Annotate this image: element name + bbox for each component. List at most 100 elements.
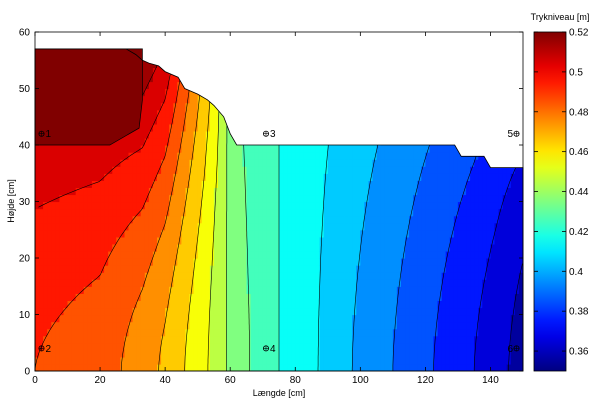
field-cell xyxy=(55,279,60,287)
field-cell xyxy=(340,293,345,301)
field-cell xyxy=(299,279,304,287)
field-cell xyxy=(279,342,284,351)
field-cell xyxy=(392,243,398,252)
field-cell xyxy=(177,187,182,196)
field-cell xyxy=(433,307,439,316)
field-cell xyxy=(344,222,349,231)
field-cell xyxy=(67,236,73,245)
field-cell xyxy=(230,293,235,301)
field-cell xyxy=(405,272,410,280)
field-cell xyxy=(429,180,435,188)
field-cell xyxy=(59,159,65,167)
field-cell xyxy=(234,215,239,224)
field-cell xyxy=(193,229,199,238)
field-cell xyxy=(453,300,459,309)
field-cell xyxy=(136,159,142,167)
field-cell xyxy=(433,215,439,224)
field-cell xyxy=(413,194,418,203)
field-cell xyxy=(315,166,321,174)
field-cell xyxy=(108,342,113,351)
field-cell xyxy=(165,286,170,294)
field-cell xyxy=(234,145,239,153)
field-cell xyxy=(39,300,44,309)
field-cell xyxy=(152,307,158,316)
field-cell xyxy=(246,201,252,210)
field-cell xyxy=(372,314,378,323)
field-cell xyxy=(189,349,195,358)
field-cell xyxy=(242,159,248,167)
field-cell xyxy=(433,201,439,210)
field-cell xyxy=(177,265,182,273)
field-cell xyxy=(356,208,361,217)
field-cell xyxy=(213,314,219,323)
field-cell xyxy=(360,300,365,309)
field-cell xyxy=(299,272,304,280)
field-cell xyxy=(67,286,73,294)
field-cell xyxy=(356,314,361,323)
field-cell xyxy=(352,293,357,301)
field-cell xyxy=(140,137,146,146)
field-cell xyxy=(348,363,353,372)
field-cell xyxy=(262,314,268,323)
field-cell xyxy=(425,258,431,266)
field-cell xyxy=(307,363,313,372)
field-cell xyxy=(380,300,386,309)
field-cell xyxy=(116,208,121,217)
field-cell xyxy=(205,222,211,231)
field-cell xyxy=(140,286,146,294)
field-cell xyxy=(234,265,239,273)
field-cell xyxy=(197,363,203,372)
field-cell xyxy=(405,187,410,196)
field-cell xyxy=(441,180,447,188)
field-cell xyxy=(437,243,443,252)
field-cell xyxy=(319,272,325,280)
field-cell xyxy=(372,145,378,153)
field-cell xyxy=(234,349,239,358)
field-cell xyxy=(144,328,150,337)
field-cell xyxy=(169,300,174,309)
field-cell xyxy=(193,215,199,224)
field-cell xyxy=(401,328,406,337)
field-cell xyxy=(128,145,134,153)
field-cell xyxy=(185,166,191,174)
field-cell xyxy=(189,335,195,344)
field-cell xyxy=(181,201,187,210)
field-cell xyxy=(283,236,288,245)
field-cell xyxy=(157,187,162,196)
field-cell xyxy=(331,180,337,188)
field-cell xyxy=(177,215,182,224)
field-cell xyxy=(181,349,187,358)
field-cell xyxy=(437,272,443,280)
field-cell xyxy=(405,215,410,224)
field-cell xyxy=(128,229,134,238)
field-cell xyxy=(413,335,418,344)
field-cell xyxy=(441,194,447,203)
field-cell xyxy=(185,88,191,97)
field-cell xyxy=(47,236,52,245)
field-cell xyxy=(116,187,121,196)
field-cell xyxy=(291,328,296,337)
field-cell xyxy=(344,173,349,181)
field-cell xyxy=(364,250,370,259)
field-cell xyxy=(79,236,85,245)
field-cell xyxy=(384,335,390,344)
field-cell xyxy=(205,166,211,174)
field-cell xyxy=(173,243,178,252)
field-cell xyxy=(144,307,150,316)
field-cell xyxy=(169,243,174,252)
field-cell xyxy=(136,229,142,238)
field-cell xyxy=(55,321,60,330)
field-cell xyxy=(234,208,239,217)
field-cell xyxy=(116,229,121,238)
field-cell xyxy=(161,363,166,372)
field-cell xyxy=(425,243,431,252)
field-cell xyxy=(136,250,142,259)
field-cell xyxy=(449,180,455,188)
field-cell xyxy=(234,152,239,160)
field-cell xyxy=(189,215,195,224)
field-cell xyxy=(128,159,134,167)
field-cell xyxy=(55,222,60,231)
field-cell xyxy=(205,321,211,330)
field-cell xyxy=(213,130,219,139)
field-cell xyxy=(193,356,199,365)
